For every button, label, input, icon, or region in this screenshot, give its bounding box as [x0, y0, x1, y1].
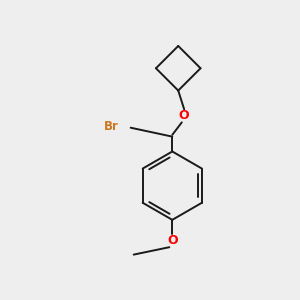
Text: O: O — [179, 109, 190, 122]
Text: Br: Br — [104, 120, 119, 133]
Text: O: O — [167, 234, 178, 247]
